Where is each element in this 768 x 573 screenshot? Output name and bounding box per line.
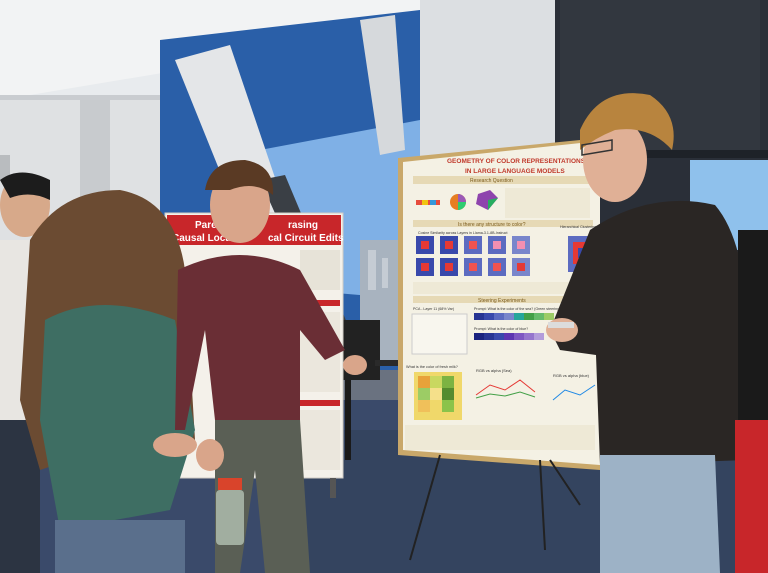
rgb-blue-line xyxy=(552,384,596,401)
poster-right-section-bar xyxy=(413,176,593,184)
person-jeans xyxy=(600,455,720,573)
table-edge xyxy=(375,360,405,366)
rgb-sea-line-green xyxy=(475,391,536,399)
prompt-blue-label: Prompt: What is the color of blue? xyxy=(474,327,528,331)
poster-left-title-2: Causal Locali xyxy=(172,233,237,244)
person-hand xyxy=(546,318,578,342)
poster-right-observation xyxy=(413,282,593,294)
poster-left-section-bar xyxy=(300,300,340,306)
person-hair xyxy=(0,172,50,200)
person-red-pants xyxy=(735,420,768,573)
poster-right-clustering-label: Hierarchical Clustering xyxy=(560,225,596,229)
color-cube xyxy=(476,190,498,210)
pca-plot xyxy=(411,313,468,355)
person-sweater-maroon xyxy=(175,255,345,430)
person-hair xyxy=(205,160,274,195)
poster-left-section-bar xyxy=(300,400,340,406)
prompt-sea-label: Prompt: What is the color of the sea? (G… xyxy=(474,307,567,311)
poster-left-figure xyxy=(300,410,340,470)
color-wheel-slice xyxy=(458,194,466,202)
person-sweater-black xyxy=(550,200,748,465)
person-hand xyxy=(153,433,197,457)
chair-leg xyxy=(345,380,351,460)
person-face xyxy=(583,118,647,202)
building xyxy=(382,258,388,288)
person-hand xyxy=(196,439,224,471)
steering-bar-blue xyxy=(474,333,544,340)
person-far-left xyxy=(0,172,50,573)
person-woman-green-shirt xyxy=(20,190,197,573)
easel-leg xyxy=(330,478,336,498)
poster-left-title-1: Pareto xyxy=(195,220,226,231)
poster-right-section-bar xyxy=(413,296,593,303)
fresh-milk-heatmap xyxy=(414,372,462,420)
steering-bar-sea xyxy=(474,313,554,320)
person-hand xyxy=(343,355,367,375)
person-jeans xyxy=(55,520,185,573)
person-hair xyxy=(580,93,674,150)
easel-leg xyxy=(539,459,546,551)
cosine-heatmap-grid xyxy=(416,236,530,276)
paper-cup xyxy=(548,322,574,328)
color-strip-blue xyxy=(430,200,436,205)
poster-left-title-2b: cal Circuit Edits xyxy=(268,233,344,244)
pca-label: PCA - Layer 11 (68% Var) xyxy=(413,307,454,311)
rgb-sea-line-red xyxy=(475,379,536,396)
poster-right-footer-text xyxy=(405,425,595,450)
building xyxy=(368,250,376,290)
window-mullion xyxy=(360,15,405,155)
glasses-icon xyxy=(581,139,613,156)
person-far-right xyxy=(735,230,768,573)
bottle-cap xyxy=(218,478,242,490)
poster-right-title-2: IN LARGE LANGUAGE MODELS xyxy=(465,168,565,175)
color-cube-face xyxy=(488,198,498,210)
wall-sign xyxy=(0,155,10,180)
easel-leg xyxy=(409,454,441,561)
fresh-milk-question: What is the color of fresh milk? xyxy=(406,365,458,369)
poster-right-research-heading: Research Question xyxy=(470,178,513,184)
wall-right-upper xyxy=(420,0,560,160)
person-black-sweater xyxy=(546,93,748,573)
poster-right-section-bar xyxy=(413,220,593,227)
poster-left-title-1b: rasing xyxy=(288,220,318,231)
poster-right-structure-heading: Is there any structure to color? xyxy=(458,222,526,228)
color-strip-yellow xyxy=(422,200,428,205)
rgb-alpha-sea-title: RGB vs alpha (Sea) xyxy=(476,368,512,373)
person-shirt-green xyxy=(40,305,195,530)
poster-right-title-1: GEOMETRY OF COLOR REPRESENTATIONS xyxy=(447,158,586,165)
bottle-body xyxy=(216,490,244,545)
poster-right-text-block xyxy=(505,188,590,218)
poster-right-cosine-label: Cosine Similarity across Layers in Llama… xyxy=(418,231,507,235)
window-right-mullion xyxy=(560,150,768,158)
poster-right-steering-heading: Steering Experiments xyxy=(478,298,526,304)
water-bottle xyxy=(216,478,244,545)
poster-right: GEOMETRY OF COLOR REPRESENTATIONS IN LAR… xyxy=(398,140,600,561)
easel-leg xyxy=(549,459,581,506)
color-wheel-slice xyxy=(458,202,466,210)
rgb-alpha-blue-title: RGB vs alpha (blue) xyxy=(553,373,590,378)
